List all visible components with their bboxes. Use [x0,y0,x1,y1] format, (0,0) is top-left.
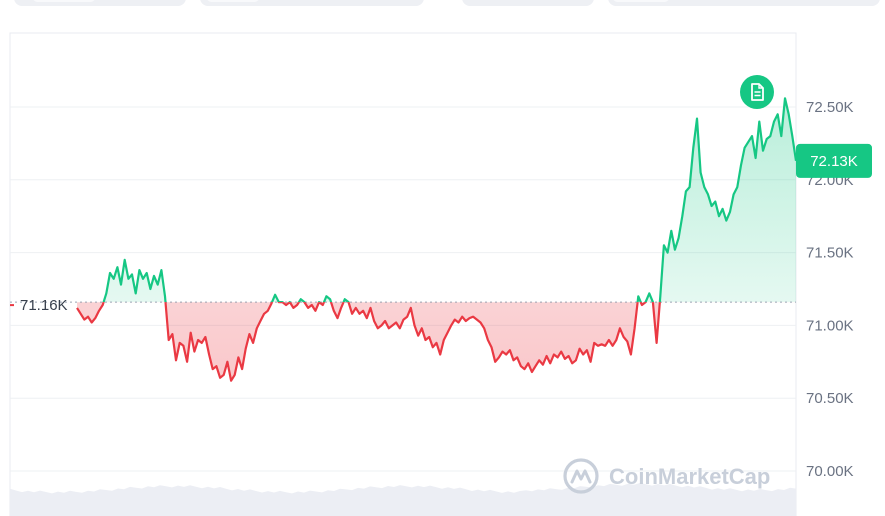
current-price-badge-bg [796,143,872,178]
y-tick-label: 71.50K [806,245,854,262]
area-below-reference [77,302,660,381]
grid-lines [10,106,796,472]
y-tick-label: 72.50K [806,99,854,116]
range-tab-3[interactable] [462,0,594,6]
document-note-icon[interactable] [740,75,774,109]
price-line-down [76,302,661,382]
watermark-text: CoinMarketCap [609,464,770,489]
watermark: CoinMarketCap [563,458,770,494]
reference-value-label: 71.16K [20,297,68,314]
range-tab-2[interactable] [200,0,424,6]
current-price-badge: 72.13K [796,143,872,178]
volume-area [10,483,796,516]
y-tick-label: 71.00K [806,317,854,334]
volume-strip [10,483,796,516]
coinmarketcap-logo-icon [563,458,599,494]
price-line-up [102,97,798,303]
timeframe-tab-bar [0,0,885,8]
y-tick-label: 70.00K [806,463,854,480]
area-above-reference [77,98,796,303]
y-tick-label: 70.50K [806,390,854,407]
range-tab-1[interactable] [14,0,186,6]
range-tab-4[interactable] [608,0,880,6]
current-price-value: 72.13K [810,153,858,170]
reference-label: 71.16K [10,297,68,314]
